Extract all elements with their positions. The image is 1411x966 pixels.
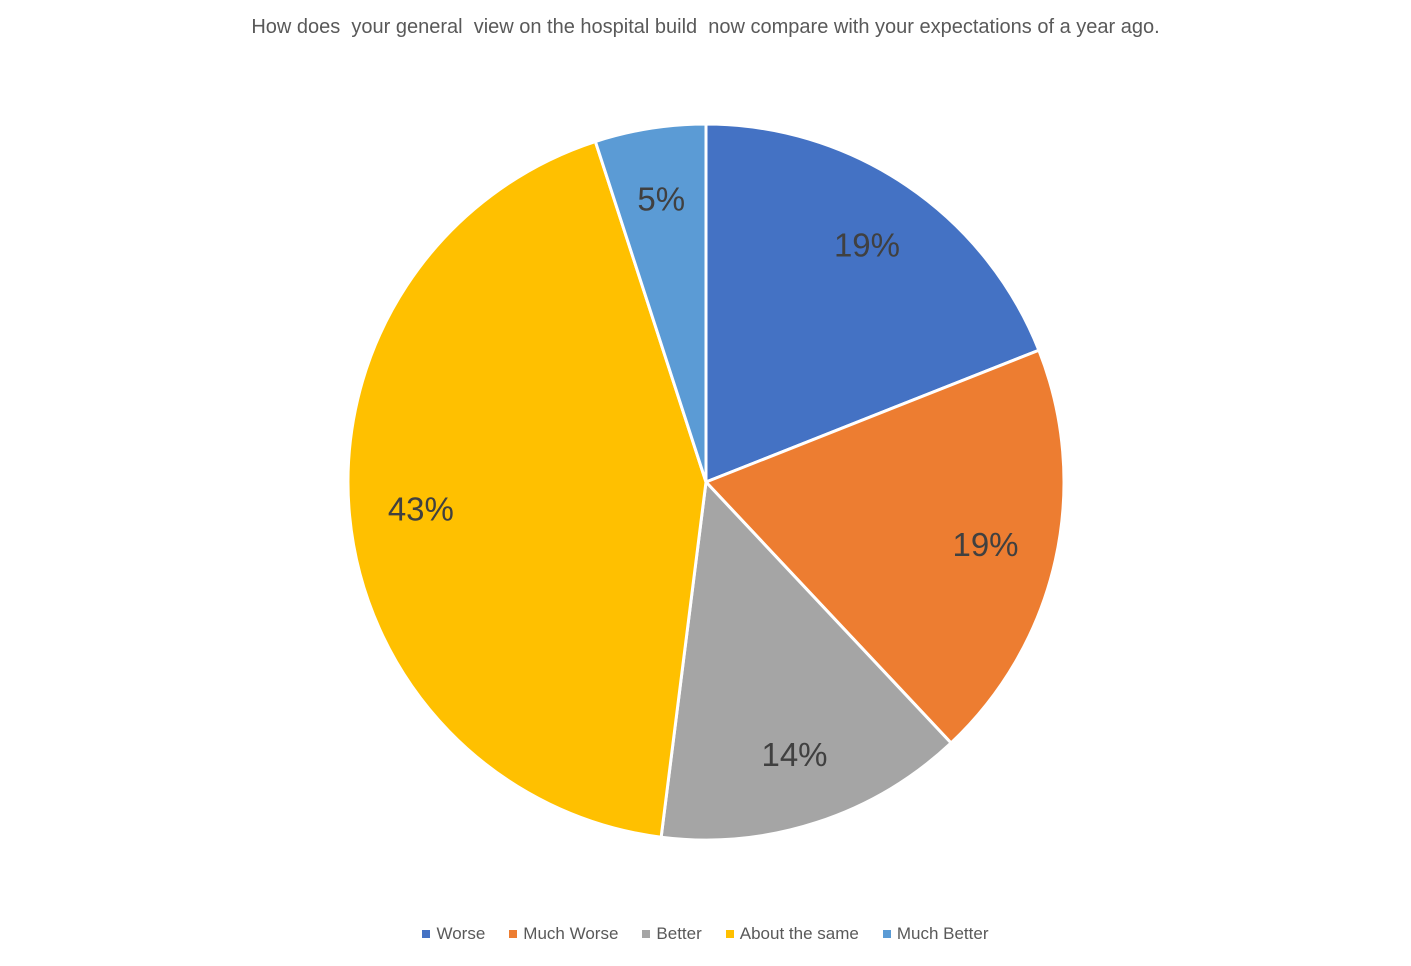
legend-swatch-about-the-same bbox=[725, 930, 734, 938]
data-label-worse: 19% bbox=[834, 227, 900, 264]
legend-label-much-worse: Much Worse bbox=[523, 924, 619, 943]
chart-legend: Worse Much Worse Better About the same Much … bbox=[0, 924, 1411, 944]
legend-label-worse: Worse bbox=[436, 924, 486, 943]
legend-swatch-much-worse bbox=[509, 930, 518, 938]
pie-slice-much-worse bbox=[704, 348, 1066, 745]
legend-label-better: Better bbox=[656, 924, 702, 943]
legend-swatch-much-better bbox=[882, 930, 891, 938]
data-label-much-worse: 19% bbox=[952, 526, 1018, 563]
data-label-about-the-same: 43% bbox=[388, 490, 454, 527]
legend-item-about-the-same: About the same bbox=[725, 924, 859, 944]
legend-swatch-worse bbox=[422, 930, 431, 938]
legend-label-about-the-same: About the same bbox=[739, 924, 859, 943]
legend-item-worse: Worse bbox=[422, 924, 485, 944]
legend-label-much-better: Much Better bbox=[896, 924, 989, 943]
pie-slice-better bbox=[659, 480, 953, 842]
chart-title: How does your general view on the hospit… bbox=[251, 16, 1160, 38]
pie-slice-worse bbox=[704, 122, 1041, 484]
data-label-much-better: 5% bbox=[637, 181, 685, 218]
legend-item-better: Better bbox=[642, 924, 702, 944]
legend-item-much-worse: Much Worse bbox=[509, 924, 618, 944]
pie-slice-about-the-same bbox=[346, 140, 708, 839]
legend-swatch-better bbox=[642, 930, 651, 938]
data-label-better: 14% bbox=[761, 736, 827, 773]
legend-item-much-better: Much Better bbox=[882, 924, 989, 944]
pie-slice-much-better bbox=[593, 122, 708, 484]
